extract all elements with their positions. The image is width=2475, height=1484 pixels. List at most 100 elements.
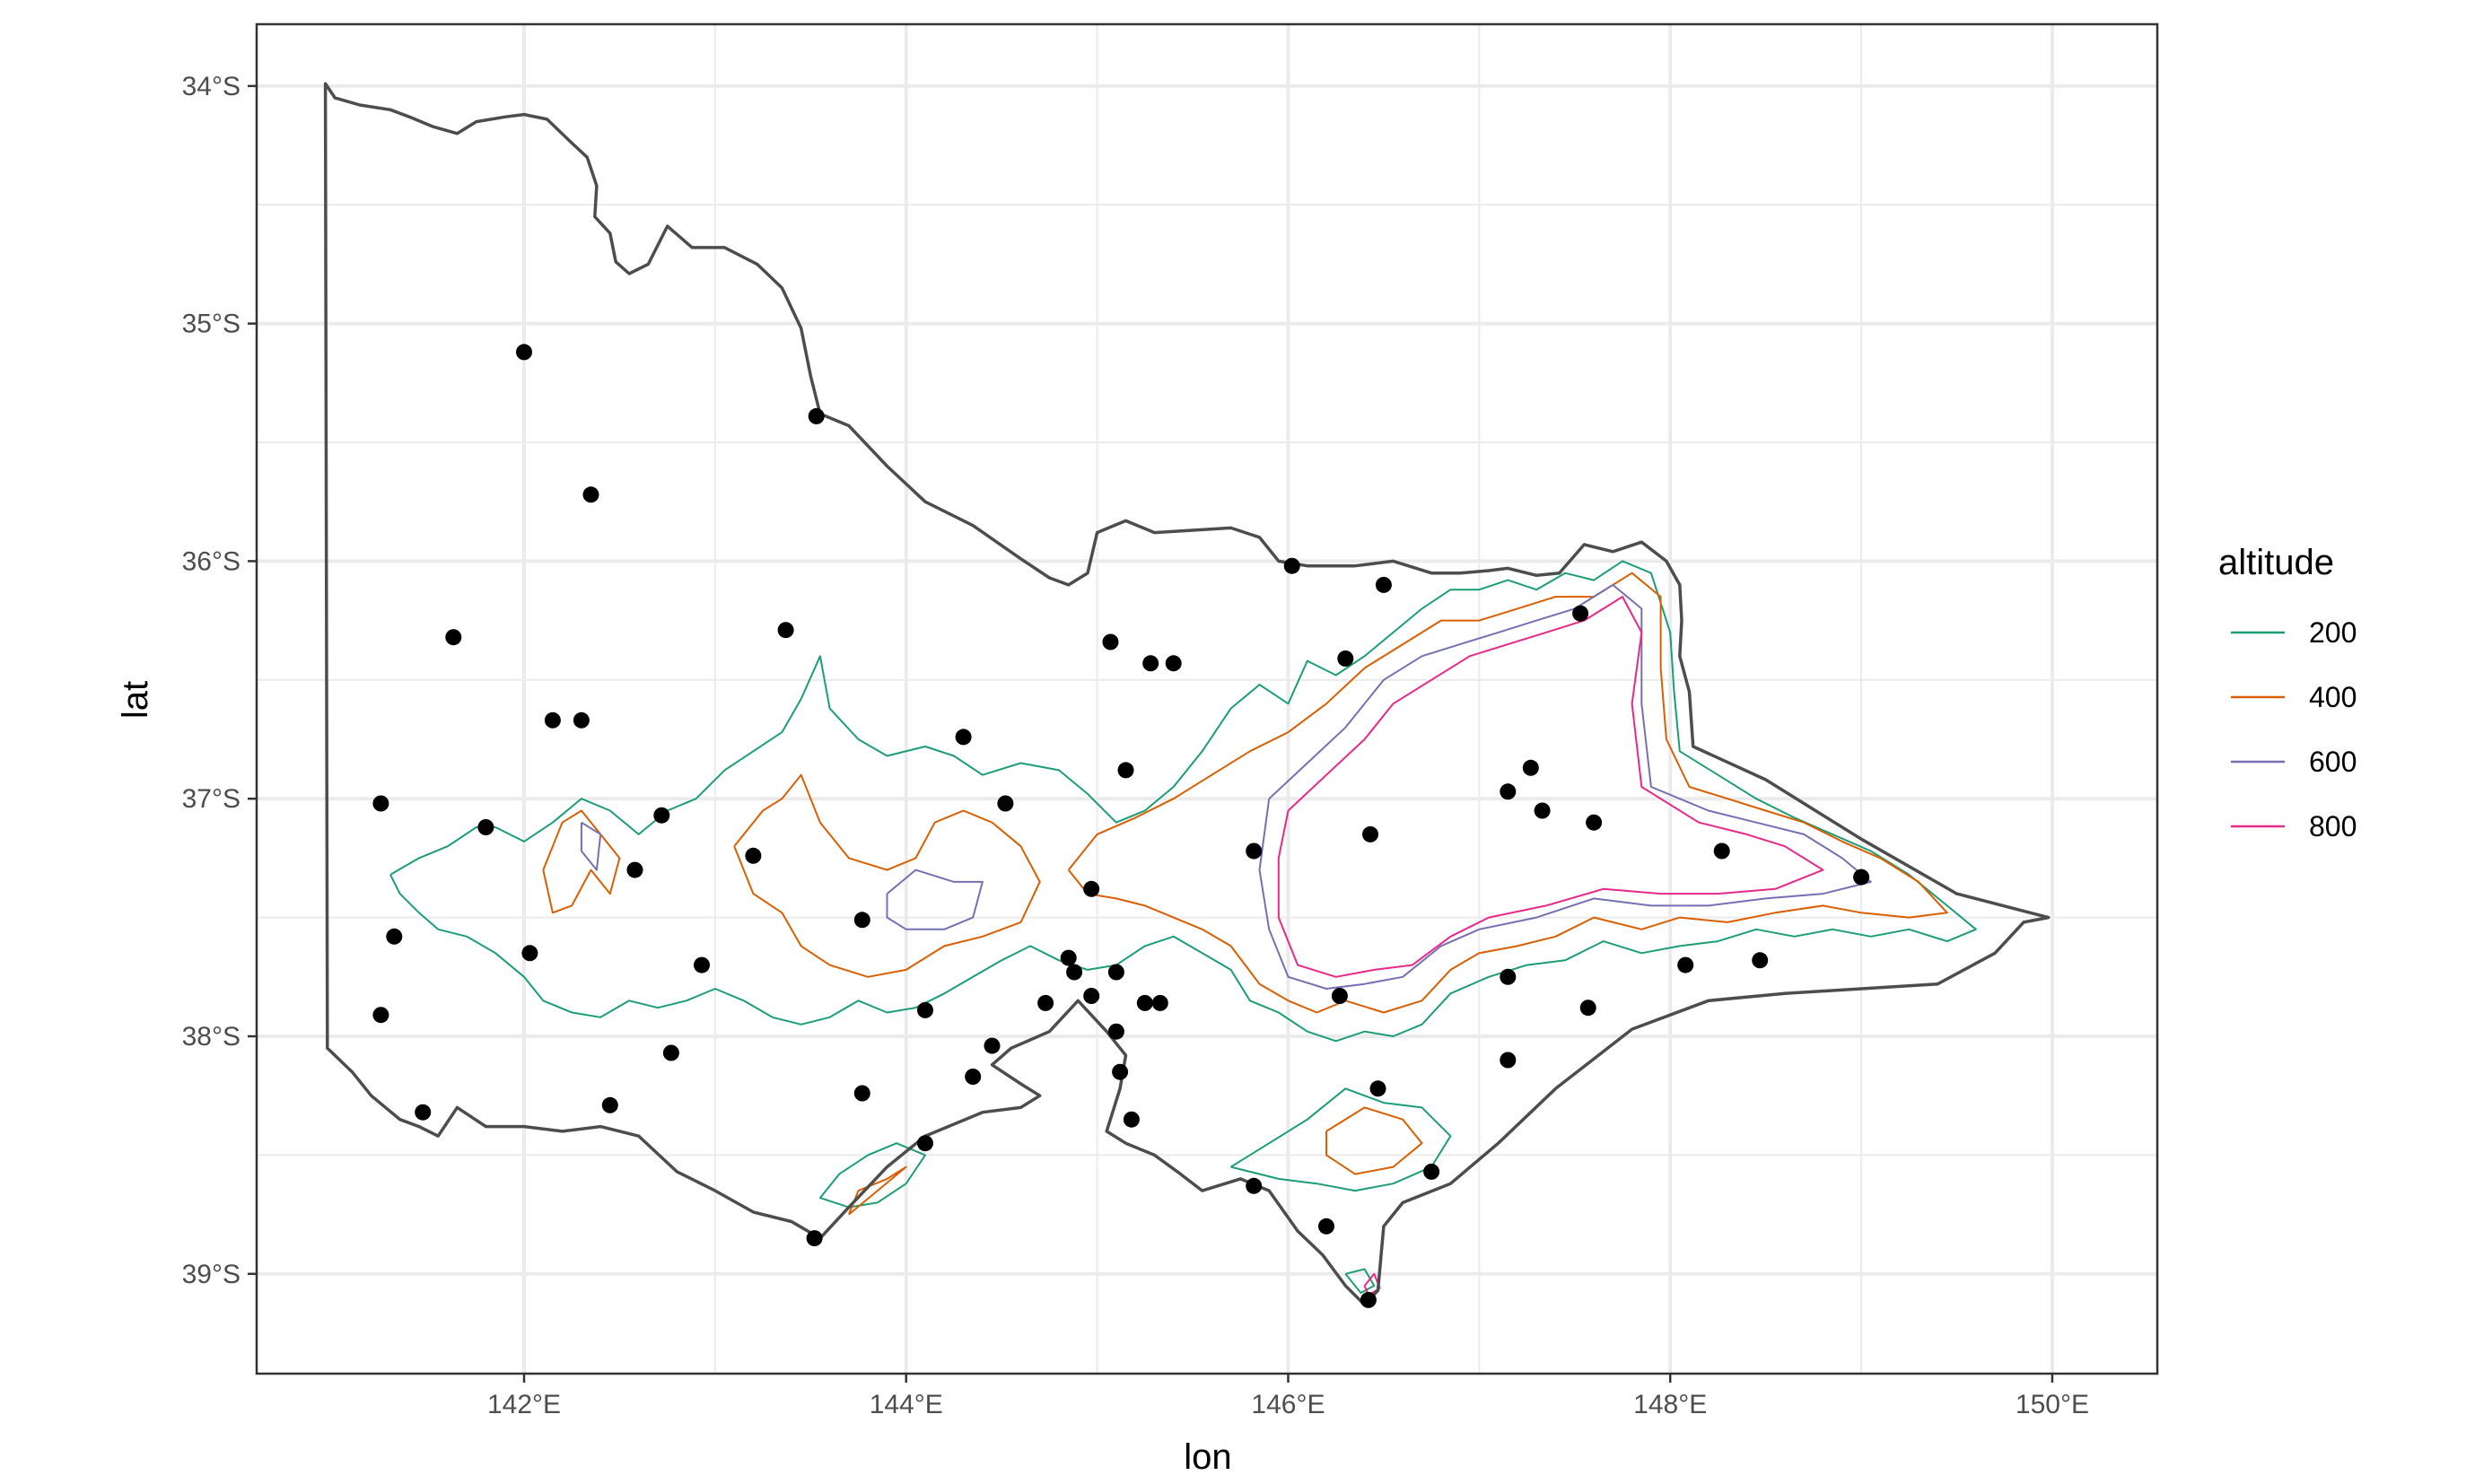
station-point [1083,988,1100,1004]
x-axis-ticks: 142°E 144°E 146°E 148°E 150°E [487,1374,2089,1419]
station-point [1500,1052,1517,1069]
station-point [853,912,870,929]
station-point [1572,605,1589,622]
gridlines [257,24,2157,1374]
y-tick-label: 39°S [182,1260,241,1289]
contour-line-400 [542,809,621,914]
station-point [1522,759,1539,776]
contour-line-600 [580,821,602,871]
contour-line-400 [1067,572,1948,1014]
station-point [1102,633,1119,650]
legend-label-200: 200 [2309,616,2357,649]
y-tick-label: 36°S [182,546,241,576]
station-point [808,407,825,424]
station-point [984,1037,1001,1054]
station-point [806,1230,823,1247]
station-point [582,486,599,503]
station-point [415,1104,432,1121]
station-point [1112,1063,1129,1080]
station-point [965,1069,982,1085]
station-point [997,795,1014,812]
station-point [1123,1111,1140,1128]
station-point [1369,1080,1386,1097]
x-tick-label: 142°E [487,1390,561,1419]
station-point [1337,650,1354,667]
station-point [1283,557,1300,574]
station-point [573,711,590,729]
contour-line-400 [847,1165,907,1216]
station-point [1066,964,1083,981]
legend-label-400: 400 [2309,681,2357,713]
station-point [1246,842,1263,860]
station-point [1246,1177,1263,1194]
y-tick-label: 35°S [182,310,241,339]
station-point [626,861,643,878]
contour-line-200 [818,1142,926,1209]
station-point [544,711,561,729]
station-point [601,1096,618,1113]
contour-line-200 [1344,1268,1376,1294]
contour-line-600 [886,869,984,930]
legend-entries: 200 400 600 800 [2231,616,2357,842]
station-point [1500,783,1517,800]
station-point [1360,1291,1377,1308]
contour-line-200 [389,560,1977,1043]
station-points [372,344,1870,1308]
y-tick-label: 38°S [182,1022,241,1052]
station-point [1151,994,1168,1011]
y-axis-ticks: 34°S 35°S 36°S 37°S 38°S 39°S [182,72,257,1289]
panel-border [255,22,2159,1375]
station-point [1677,956,1694,973]
station-point [1318,1218,1334,1235]
station-point [1713,842,1730,860]
station-point [662,1044,679,1061]
station-point [917,1001,933,1018]
station-point [1117,762,1134,779]
station-point [1500,968,1517,985]
x-axis-title: lon [1184,1437,1231,1477]
station-point [1142,655,1159,672]
station-point [1060,949,1077,966]
station-point [516,344,532,361]
y-tick-label: 37°S [182,784,241,814]
x-tick-label: 144°E [870,1390,943,1419]
station-point [1375,576,1392,593]
x-tick-label: 148°E [1633,1390,1707,1419]
station-point [1107,964,1124,981]
altitude-contours [389,560,1977,1296]
station-point [853,1085,870,1102]
station-point [1752,952,1769,969]
station-point [1331,988,1348,1004]
y-axis-title: lat [116,681,155,719]
station-point [372,795,389,812]
station-point [1579,1000,1596,1017]
y-tick-label: 34°S [182,72,241,101]
station-point [777,622,794,639]
station-point [445,629,462,646]
x-tick-label: 146°E [1251,1390,1325,1419]
contour-line-200 [1230,1087,1452,1192]
legend: altitude 200 400 600 800 [2218,543,2357,842]
station-point [477,819,494,835]
station-point [1083,880,1100,897]
station-point [917,1135,933,1152]
legend-title: altitude [2218,543,2334,582]
station-point [1423,1163,1440,1180]
station-point [1586,814,1603,831]
contour-line-400 [733,773,1041,978]
legend-label-600: 600 [2309,746,2357,778]
station-point [386,928,403,945]
station-point [521,945,538,962]
station-point [372,1007,389,1024]
legend-label-800: 800 [2309,810,2357,842]
x-tick-label: 150°E [2016,1390,2089,1419]
station-point [955,729,972,746]
contour-line-800 [1277,596,1824,978]
station-point [745,847,762,864]
station-point [1165,655,1182,672]
station-point [1136,994,1153,1011]
contour-line-400 [1325,1106,1423,1175]
station-point [1853,869,1870,886]
